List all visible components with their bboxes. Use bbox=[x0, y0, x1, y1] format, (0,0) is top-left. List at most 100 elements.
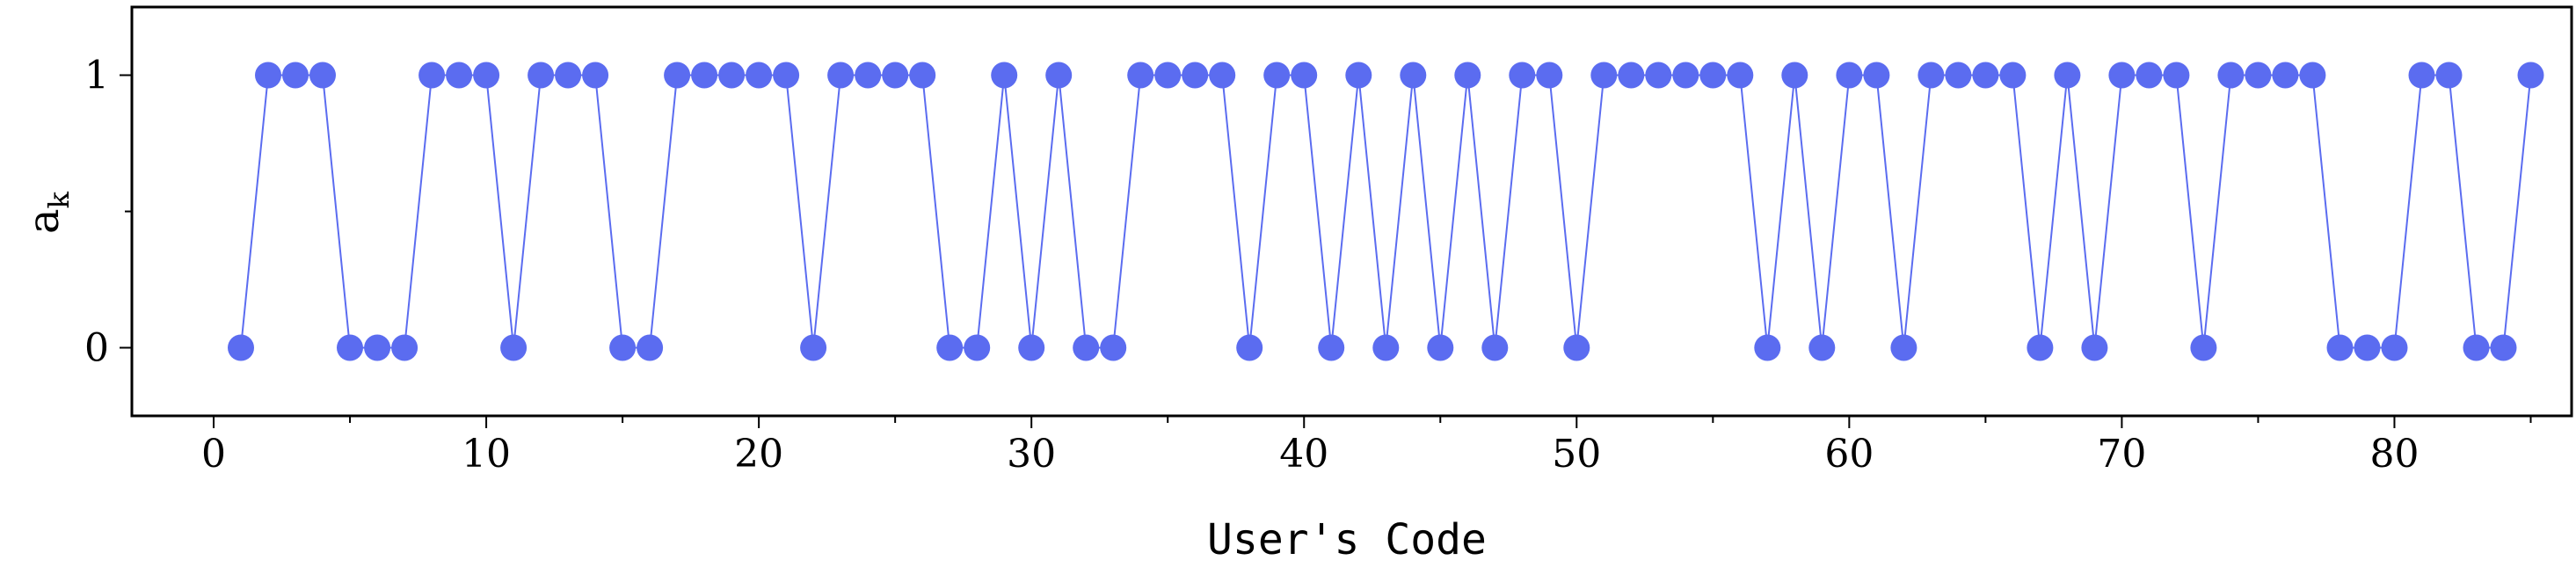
x-tick-label: 50 bbox=[1552, 432, 1601, 477]
data-point bbox=[1999, 62, 2027, 89]
data-point bbox=[2381, 334, 2408, 361]
data-point bbox=[1781, 62, 1808, 89]
y-tick-label: 0 bbox=[84, 326, 109, 371]
data-point bbox=[1236, 334, 1263, 361]
data-point bbox=[1427, 334, 1454, 361]
y-tick-label: 1 bbox=[84, 54, 109, 98]
data-point bbox=[337, 334, 363, 361]
data-point bbox=[309, 62, 336, 89]
data-point bbox=[1917, 62, 1945, 89]
data-point bbox=[936, 334, 964, 361]
data-point bbox=[1945, 62, 1972, 89]
y-axis-ticks: 01 bbox=[84, 54, 132, 371]
data-point bbox=[446, 62, 473, 89]
data-point bbox=[1890, 334, 1917, 361]
data-point bbox=[1836, 62, 1863, 89]
data-point bbox=[1209, 62, 1236, 89]
data-point bbox=[2054, 62, 2081, 89]
data-point bbox=[1563, 334, 1590, 361]
data-point bbox=[2027, 334, 2054, 361]
data-point bbox=[800, 334, 827, 361]
x-tick-label: 70 bbox=[2097, 432, 2146, 477]
data-point bbox=[1045, 62, 1073, 89]
data-point bbox=[255, 62, 281, 89]
data-point bbox=[1808, 334, 1836, 361]
data-point bbox=[637, 334, 664, 361]
data-point bbox=[718, 62, 746, 89]
x-tick-label: 0 bbox=[201, 432, 226, 477]
y-axis-title-subscript: k bbox=[42, 191, 76, 208]
data-point bbox=[1645, 62, 1672, 89]
data-point bbox=[2136, 62, 2163, 89]
data-point bbox=[228, 334, 254, 361]
data-point bbox=[609, 334, 637, 361]
data-point bbox=[391, 334, 418, 361]
data-point bbox=[555, 62, 582, 89]
y-axis-title-main: a bbox=[19, 208, 69, 234]
data-point bbox=[2326, 334, 2354, 361]
data-point bbox=[2490, 334, 2517, 361]
data-point bbox=[827, 62, 855, 89]
data-point bbox=[1318, 334, 1345, 361]
data-point bbox=[1400, 62, 1427, 89]
data-point bbox=[1481, 334, 1509, 361]
data-point bbox=[1018, 334, 1045, 361]
data-point bbox=[2108, 62, 2136, 89]
data-point bbox=[1536, 62, 1563, 89]
data-point bbox=[1863, 62, 1890, 89]
data-point bbox=[1699, 62, 1727, 89]
data-point bbox=[2081, 334, 2108, 361]
data-point bbox=[2299, 62, 2326, 89]
data-point bbox=[1263, 62, 1291, 89]
data-point bbox=[1618, 62, 1645, 89]
data-point bbox=[991, 62, 1018, 89]
data-point bbox=[964, 334, 991, 361]
data-point bbox=[1291, 62, 1318, 89]
x-tick-label: 80 bbox=[2369, 432, 2419, 477]
data-point bbox=[855, 62, 882, 89]
data-point bbox=[664, 62, 691, 89]
data-point bbox=[1509, 62, 1536, 89]
data-point bbox=[2435, 62, 2463, 89]
x-tick-label: 60 bbox=[1824, 432, 1874, 477]
data-point bbox=[2463, 334, 2490, 361]
x-axis-ticks: 0 10 20 30 40 50 60 70 80 bbox=[201, 416, 2532, 477]
data-point bbox=[2190, 334, 2217, 361]
data-point bbox=[2245, 62, 2272, 89]
data-point bbox=[2217, 62, 2245, 89]
data-point bbox=[2163, 62, 2190, 89]
x-tick-label: 10 bbox=[462, 432, 511, 477]
data-point bbox=[1073, 334, 1100, 361]
data-point bbox=[2408, 62, 2435, 89]
data-point bbox=[1590, 62, 1618, 89]
series-line bbox=[240, 74, 2532, 349]
data-point bbox=[1454, 62, 1481, 89]
data-point bbox=[364, 334, 391, 361]
data-point bbox=[882, 62, 909, 89]
data-point bbox=[282, 62, 309, 89]
y-axis-title: ak bbox=[19, 191, 76, 234]
data-point bbox=[1727, 62, 1754, 89]
data-point bbox=[746, 62, 773, 89]
x-tick-label: 30 bbox=[1007, 432, 1056, 477]
data-point bbox=[2354, 334, 2381, 361]
x-tick-label: 20 bbox=[734, 432, 783, 477]
data-point bbox=[418, 62, 446, 89]
data-point bbox=[2517, 62, 2544, 89]
data-point bbox=[473, 62, 500, 89]
data-point bbox=[2272, 62, 2299, 89]
data-point bbox=[1182, 62, 1209, 89]
data-point bbox=[1972, 62, 1999, 89]
data-point bbox=[528, 62, 555, 89]
data-point bbox=[1672, 62, 1699, 89]
data-point bbox=[691, 62, 718, 89]
data-point bbox=[909, 62, 936, 89]
data-point bbox=[773, 62, 800, 89]
data-point bbox=[1154, 62, 1182, 89]
data-point bbox=[1100, 334, 1127, 361]
x-axis-title: User's Code bbox=[1207, 515, 1487, 564]
data-point bbox=[1127, 62, 1154, 89]
data-point bbox=[500, 334, 528, 361]
data-point bbox=[1754, 334, 1781, 361]
